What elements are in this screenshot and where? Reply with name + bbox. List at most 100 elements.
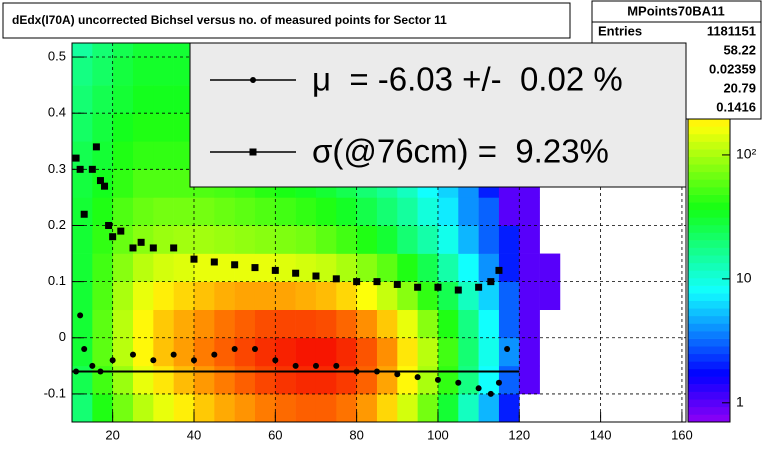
heat-cell xyxy=(295,365,317,395)
point xyxy=(475,385,482,392)
colorbar-cell xyxy=(688,323,730,332)
point xyxy=(487,278,495,286)
heat-cell xyxy=(478,281,500,311)
x-tick-label: 80 xyxy=(349,427,363,442)
heat-cell xyxy=(478,393,500,422)
point xyxy=(92,143,100,151)
point xyxy=(105,221,113,229)
heat-cell xyxy=(519,281,540,311)
heat-cell xyxy=(173,253,195,282)
heat-cell xyxy=(458,281,479,311)
colorbar-cell xyxy=(688,315,730,324)
heat-cell xyxy=(193,197,215,226)
point xyxy=(434,283,442,291)
heat-cell xyxy=(356,337,378,367)
heat-cell xyxy=(173,225,195,254)
point xyxy=(81,346,88,353)
point xyxy=(455,379,462,386)
stats-value: 58.22 xyxy=(723,42,756,57)
colorbar-cell xyxy=(688,209,730,218)
heat-cell xyxy=(315,225,337,254)
colorbar-cell xyxy=(688,270,730,279)
heat-cell xyxy=(356,281,378,311)
heat-cell xyxy=(336,253,357,282)
heat-cell xyxy=(417,197,439,226)
heat-cell xyxy=(132,43,154,58)
heat-cell xyxy=(356,365,378,395)
heat-cell xyxy=(72,57,93,86)
colorbar-cell xyxy=(688,262,730,271)
heat-cell xyxy=(478,253,500,282)
colorbar-cell xyxy=(688,217,730,226)
heat-cell xyxy=(539,281,561,311)
point xyxy=(373,368,380,375)
heat-cell xyxy=(295,197,317,226)
heat-cell xyxy=(498,337,520,367)
heat-cell xyxy=(193,337,215,367)
heat-cell xyxy=(234,225,256,254)
heat-cell xyxy=(92,309,113,339)
legend: μ = -6.03 +/- 0.02 % σ(@76cm) = 9.23% xyxy=(189,42,687,188)
heat-cell xyxy=(153,141,174,170)
heat-cell xyxy=(234,393,256,422)
heat-cell xyxy=(417,225,439,254)
heat-cell xyxy=(92,365,113,395)
heat-cell xyxy=(72,169,93,198)
point xyxy=(129,244,137,252)
heat-cell xyxy=(417,337,439,367)
heat-cell xyxy=(315,365,337,395)
heat-cell xyxy=(498,225,520,254)
point xyxy=(251,264,259,272)
heat-cell xyxy=(397,197,418,226)
heat-cell xyxy=(112,113,134,142)
heat-cell xyxy=(478,309,500,339)
point xyxy=(250,77,256,83)
heat-cell xyxy=(295,225,317,254)
point xyxy=(89,362,96,369)
heat-cell xyxy=(336,393,357,422)
point xyxy=(170,351,177,358)
heat-cell xyxy=(437,225,459,254)
heat-cell xyxy=(153,197,174,226)
stats-title: MPoints70BA11 xyxy=(627,3,725,18)
colorbar-cell xyxy=(688,255,730,264)
heat-cell xyxy=(458,197,479,226)
z-tick-label: 10² xyxy=(736,146,757,162)
heat-cell xyxy=(132,85,154,114)
point xyxy=(434,376,441,383)
y-tick-label: 0.5 xyxy=(48,48,66,63)
heat-cell xyxy=(437,253,459,282)
heat-cell xyxy=(275,337,296,367)
point xyxy=(504,346,511,353)
heat-cell xyxy=(458,253,479,282)
heat-cell xyxy=(153,169,174,198)
colorbar-cell xyxy=(688,149,730,157)
heat-cell xyxy=(173,393,195,422)
heat-cell xyxy=(92,253,113,282)
heat-cell xyxy=(519,197,540,226)
point xyxy=(495,379,502,386)
point xyxy=(117,227,125,235)
y-tick-label: 0.1 xyxy=(48,273,66,288)
heat-cell xyxy=(92,225,113,254)
x-tick-label: 140 xyxy=(590,427,612,442)
heat-cell xyxy=(498,309,520,339)
heat-cell xyxy=(519,225,540,254)
point xyxy=(292,269,300,277)
heat-cell xyxy=(498,197,520,226)
heat-cell xyxy=(193,253,215,282)
heat-cell xyxy=(112,337,134,367)
point xyxy=(353,278,361,286)
heat-cell xyxy=(437,393,459,422)
heat-cell xyxy=(315,253,337,282)
heat-cell xyxy=(254,225,276,254)
heat-cell xyxy=(72,141,93,170)
heat-cell xyxy=(397,253,418,282)
colorbar-cell xyxy=(688,240,730,248)
heat-cell xyxy=(112,253,134,282)
heat-cell xyxy=(72,225,93,254)
heat-cell xyxy=(315,337,337,367)
point xyxy=(170,244,178,252)
heat-cell xyxy=(173,365,195,395)
colorbar-cell xyxy=(688,194,730,203)
